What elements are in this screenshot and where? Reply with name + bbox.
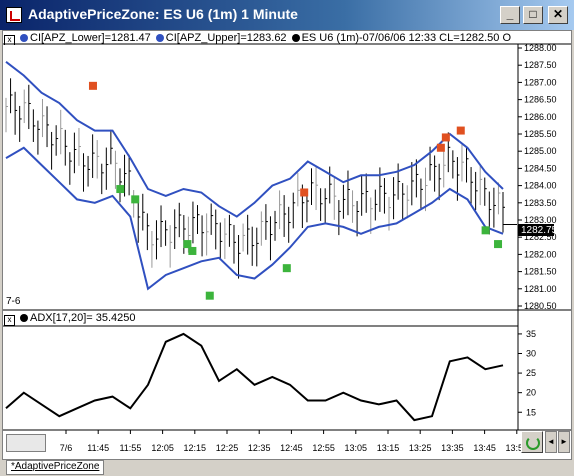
- refresh-icon[interactable]: [521, 431, 543, 453]
- lower-band-dot-icon: [20, 34, 28, 42]
- upper-band-dot-icon: [155, 34, 164, 42]
- adx-legend: x ADX[17,20]= 35.4250: [4, 312, 136, 326]
- adx-legend-text[interactable]: ADX[17,20]= 35.4250: [30, 312, 136, 324]
- scroll-right-button[interactable]: ►: [558, 431, 570, 453]
- tab-bar: *AdaptivePriceZone: [2, 460, 572, 475]
- upper-band-legend[interactable]: CI[APZ_Upper]=1283.62: [165, 32, 287, 44]
- maximize-button[interactable]: □: [523, 6, 543, 24]
- title-bar[interactable]: AdaptivePriceZone: ES U6 (1m) 1 Minute _…: [0, 0, 574, 30]
- chart-area[interactable]: [2, 30, 572, 460]
- close-button[interactable]: ✕: [548, 6, 568, 24]
- close-panel-icon[interactable]: x: [4, 35, 15, 45]
- series-dot-icon: [291, 34, 300, 42]
- horizontal-scrollbar[interactable]: [6, 434, 46, 452]
- close-panel-icon[interactable]: x: [4, 315, 15, 326]
- series-legend[interactable]: ES U6 (1m)-07/06/06 12:33 CL=1282.50 O: [301, 32, 511, 44]
- adx-dot-icon: [20, 314, 28, 322]
- app-icon: [6, 7, 22, 23]
- window-title: AdaptivePriceZone: ES U6 (1m) 1 Minute: [28, 6, 298, 22]
- tab-adaptive-price-zone[interactable]: *AdaptivePriceZone: [6, 460, 105, 475]
- lower-band-legend[interactable]: CI[APZ_Lower]=1281.47: [30, 32, 151, 44]
- price-legend: x CI[APZ_Lower]=1281.47 CI[APZ_Upper]=1283…: [4, 32, 556, 45]
- scroll-left-button[interactable]: ◄: [545, 431, 557, 453]
- minimize-button[interactable]: _: [500, 6, 520, 24]
